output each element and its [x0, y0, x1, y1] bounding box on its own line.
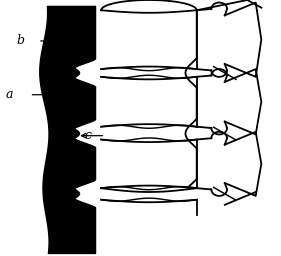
Polygon shape [40, 6, 96, 253]
Text: a: a [6, 88, 13, 101]
Text: c: c [84, 129, 91, 142]
Text: b: b [17, 35, 25, 47]
